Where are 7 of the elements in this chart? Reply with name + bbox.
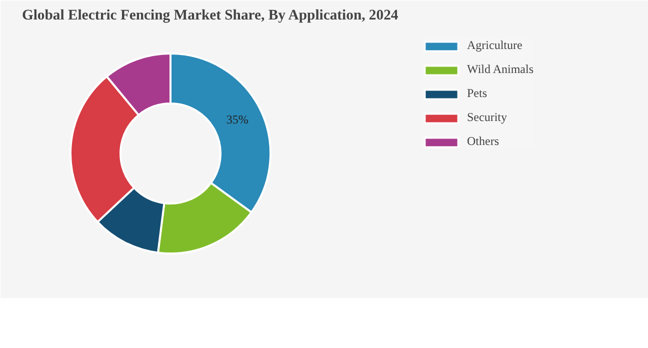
data-label: 35% <box>226 112 248 126</box>
chart-title: Global Electric Fencing Market Share, By Application, 2024 <box>22 8 399 24</box>
legend-label: Pets <box>467 86 488 101</box>
legend-label: Wild Animals <box>467 62 534 77</box>
legend-label: Others <box>467 134 499 149</box>
legend-label: Agriculture <box>467 38 522 53</box>
legend-label: Security <box>467 110 507 125</box>
